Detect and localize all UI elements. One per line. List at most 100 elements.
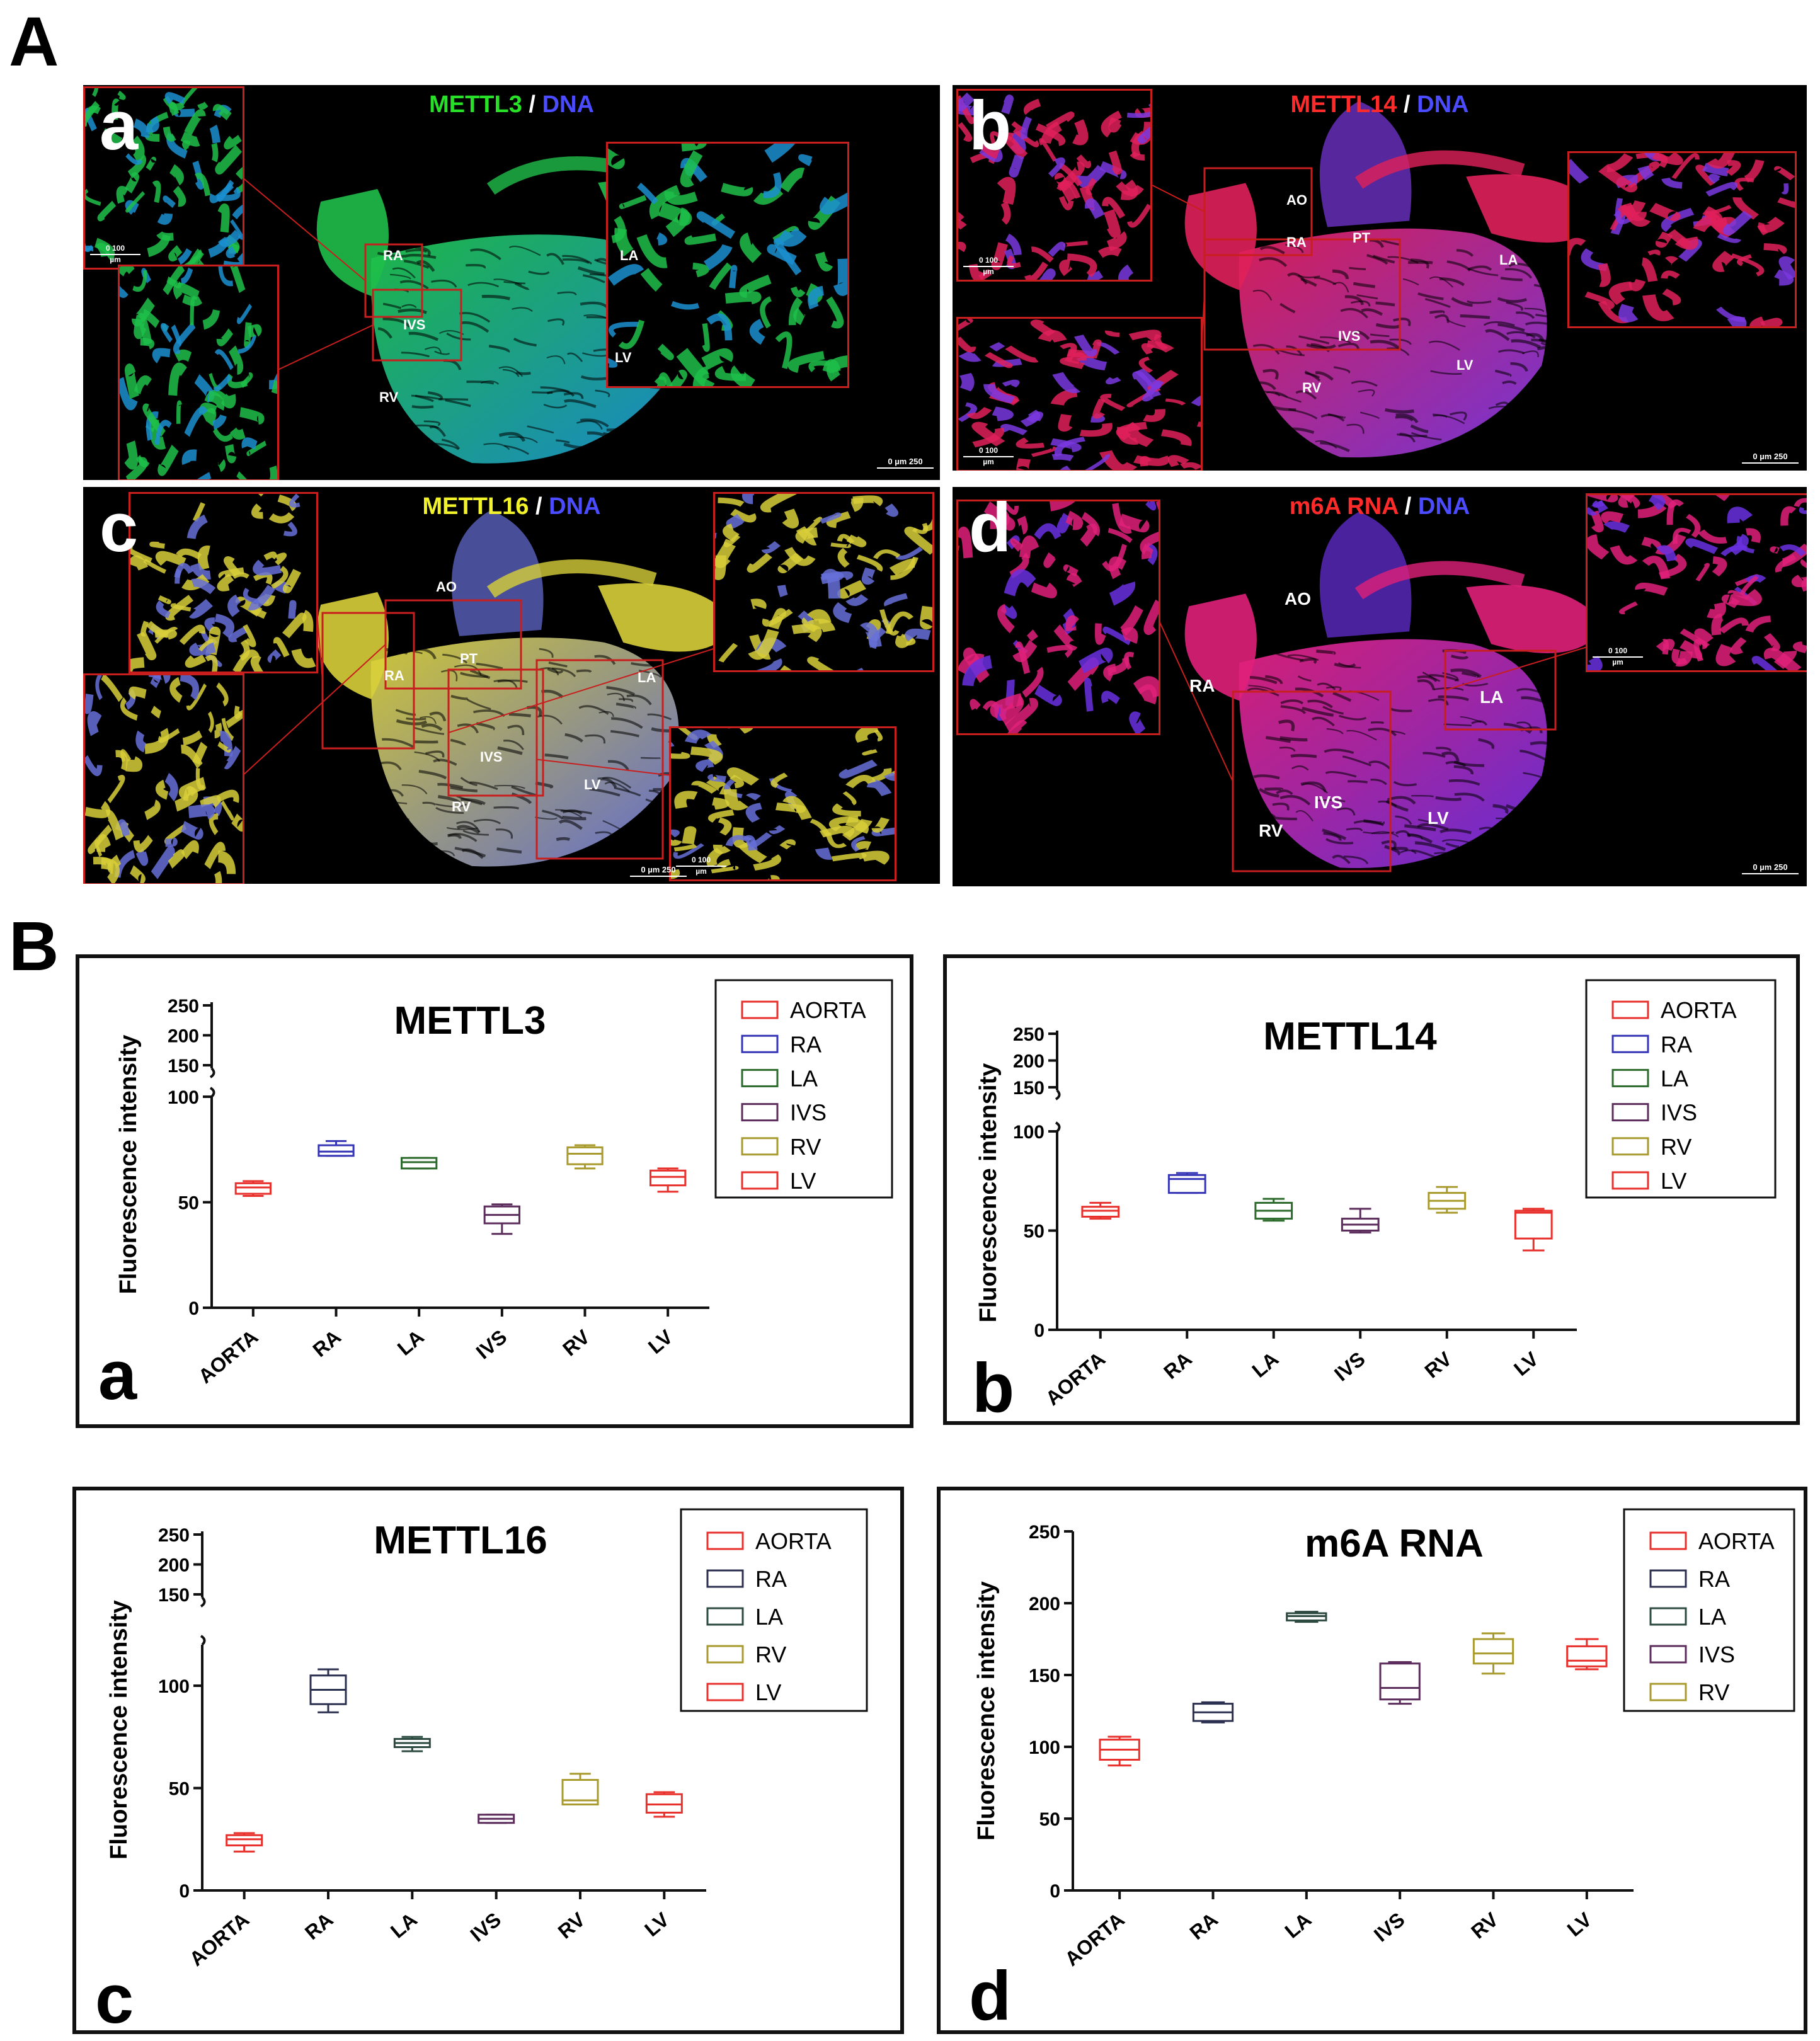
legend-entry: LV	[1661, 1168, 1686, 1194]
panel-letter: b	[972, 1349, 1014, 1421]
heart-section-image	[1156, 512, 1806, 872]
legend-entry: AORTA	[1698, 1528, 1775, 1554]
legend-entry: RV	[755, 1642, 786, 1667]
box-rv	[566, 1144, 604, 1170]
y-tick-label: 0	[1034, 1320, 1044, 1341]
box-lv	[1566, 1638, 1608, 1671]
x-tick-label: IVS	[1330, 1347, 1370, 1386]
y-tick-label: 0	[1050, 1881, 1060, 1902]
box-lv	[1514, 1208, 1553, 1252]
y-tick-label: 0	[179, 1881, 190, 1902]
region-label-rv: RV	[379, 389, 399, 405]
legend-entry: AORTA	[1661, 997, 1737, 1023]
title-part: DNA	[542, 91, 594, 118]
chart-title: METTL3	[394, 999, 546, 1043]
title-part: METTL16	[422, 493, 529, 520]
box-lv	[645, 1791, 683, 1818]
legend-entry: LV	[755, 1679, 781, 1705]
x-tick-label: IVS	[466, 1908, 506, 1947]
y-axis-label: Fluorescence intensity	[106, 1600, 132, 1860]
box-plot: METTL16 Fluorescence intensity 0 50 100 150 20…	[95, 1508, 868, 2030]
micrograph-c: 0 100 µm METTL16 / DNA c AO RA PT LA IVS LV RV 0 µm…	[83, 487, 940, 884]
inset-scale-unit: µm	[1612, 658, 1623, 666]
title-part: /	[1397, 91, 1417, 118]
legend: AORTA RA LA IVS RV	[1623, 1508, 1795, 1712]
micrograph-a: 0 100 µm METTL3 / DNA a RA LA IVS LV RV 0 µm 250	[83, 85, 940, 480]
micrograph-title: METTL14 / DNA	[953, 91, 1807, 118]
region-label-ivs: IVS	[480, 749, 503, 765]
y-tick-label: 250	[1029, 1522, 1060, 1543]
region-label-ra: RA	[383, 248, 403, 263]
chart-panel-a: METTL3 Fluorescence intensity 0 50 100 150 200…	[76, 954, 913, 1428]
x-tick-label: RV	[1467, 1907, 1502, 1943]
main-scale-bar: 0 µm 250	[1742, 862, 1799, 874]
x-tick-label: LV	[1563, 1907, 1596, 1941]
title-part: /	[529, 493, 549, 520]
region-label-ivs: IVS	[403, 317, 426, 333]
inset-scale-bar: 0 100 µm	[963, 446, 1014, 466]
y-tick-label: 0	[188, 1298, 199, 1319]
box-aorta	[1099, 1735, 1140, 1767]
region-label-rv: RV	[452, 799, 471, 815]
box-aorta	[1081, 1201, 1120, 1220]
legend-entry: AORTA	[790, 997, 866, 1023]
micrograph-title: m6A RNA / DNA	[953, 493, 1807, 520]
region-label-ivs: IVS	[1314, 792, 1343, 812]
legend-entry: LA	[1661, 1065, 1688, 1091]
zoom-inset	[1567, 151, 1797, 328]
box-lv	[650, 1167, 687, 1193]
region-label-ra: RA	[1189, 676, 1215, 695]
panel-letter: c	[100, 489, 139, 566]
y-tick-label: 200	[1013, 1051, 1044, 1072]
region-label-rv: RV	[1302, 380, 1322, 396]
box-ra	[318, 1140, 355, 1157]
legend-entry: IVS	[790, 1100, 827, 1126]
y-tick-label: 200	[1029, 1594, 1060, 1615]
title-part: /	[522, 91, 542, 118]
x-tick-label: AORTA	[185, 1908, 253, 1970]
inset-scale-label: 0 100	[978, 446, 999, 455]
x-tick-label: LA	[393, 1325, 428, 1360]
title-part: m6A RNA	[1289, 493, 1399, 520]
inset-scale-unit: µm	[110, 255, 121, 264]
legend-entry: LA	[790, 1065, 818, 1091]
legend-entry: AORTA	[755, 1528, 832, 1554]
legend-entry: LA	[1698, 1604, 1726, 1630]
zoom-inset: 0 100 µm	[669, 726, 896, 881]
inset-scale-unit: µm	[983, 457, 994, 466]
micrograph-title: METTL3 / DNA	[83, 91, 940, 118]
inset-scale-unit: µm	[983, 267, 994, 276]
region-label-la: LA	[1499, 252, 1518, 268]
box-la	[1286, 1611, 1327, 1623]
y-axis-label: Fluorescence intensity	[115, 1035, 142, 1295]
x-tick-label: LA	[1281, 1908, 1316, 1943]
zoom-inset	[118, 265, 279, 480]
region-label-ao: AO	[436, 579, 457, 595]
x-tick-label: LV	[644, 1325, 677, 1358]
box-plot: METTL3 Fluorescence intensity 0 50 100 150 200…	[98, 979, 893, 1414]
region-label-la: LA	[620, 248, 639, 263]
y-axis-label: Fluorescence intensity	[973, 1581, 1000, 1841]
x-tick-label: IVS	[472, 1325, 512, 1364]
inset-scale-bar: 0 100 µm	[963, 256, 1014, 276]
x-tick-label: LV	[1509, 1347, 1543, 1380]
legend-entry: LV	[790, 1168, 816, 1194]
box-la	[393, 1735, 431, 1752]
y-tick-label: 150	[168, 1056, 199, 1077]
y-tick-label: 250	[158, 1525, 190, 1546]
zoom-inset	[956, 500, 1160, 735]
x-tick-label: RA	[300, 1908, 338, 1944]
section-a-label: A	[9, 3, 59, 81]
legend-entry: LA	[755, 1604, 783, 1630]
legend: AORTA RA LA IVS RV LV	[1585, 979, 1777, 1199]
zoom-inset	[606, 142, 849, 388]
x-tick-label: LA	[1247, 1347, 1283, 1382]
region-label-ao: AO	[1285, 589, 1311, 609]
inset-scale-bar: 0 100 µm	[676, 855, 726, 876]
x-tick-label: AORTA	[1041, 1347, 1109, 1410]
y-tick-label: 50	[169, 1779, 190, 1800]
region-label-lv: LV	[584, 777, 601, 792]
y-tick-label: 100	[1029, 1737, 1060, 1758]
legend-entry: RV	[1698, 1679, 1729, 1705]
main-scale-bar: 0 µm 250	[630, 865, 687, 877]
